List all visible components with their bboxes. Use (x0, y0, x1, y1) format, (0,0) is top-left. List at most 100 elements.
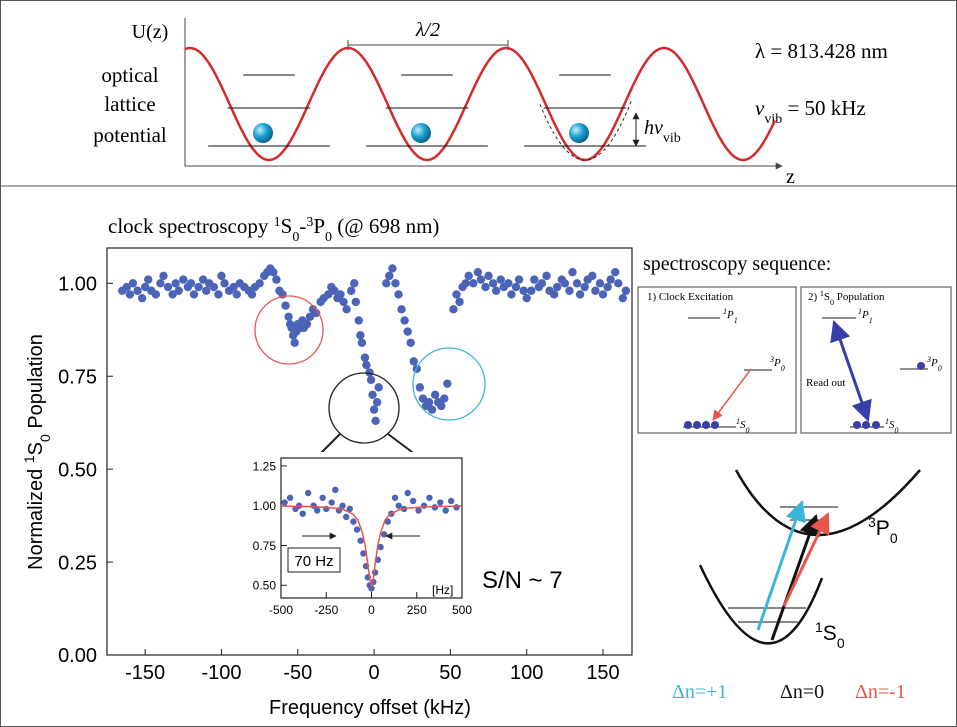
data-point (437, 401, 446, 411)
y-tick-label: 1.00 (58, 274, 97, 296)
data-point (424, 398, 434, 407)
excitation-arrow (712, 368, 752, 421)
data-point (209, 282, 219, 292)
t: S (25, 442, 47, 455)
level-label: 3P0 (926, 355, 942, 373)
level-label: 1S0 (885, 417, 899, 435)
data-point (311, 308, 321, 318)
sup: 1 (858, 307, 862, 316)
t: P (930, 357, 938, 369)
blue-sideband (756, 500, 806, 631)
data-point (443, 379, 452, 388)
data-point (455, 297, 464, 307)
level-label: 1S0 (815, 619, 845, 651)
data-point (404, 489, 411, 497)
t: P (726, 309, 734, 321)
x-tick-label: -50 (283, 662, 312, 684)
y-tick-label: 0.50 (253, 579, 277, 593)
x-tick-label: -500 (269, 603, 293, 617)
y-tick-label: 0.75 (253, 539, 277, 553)
data-point (328, 499, 335, 506)
data-point (473, 267, 483, 277)
t: P (773, 357, 781, 369)
data-point (469, 279, 478, 288)
data-point (618, 293, 628, 303)
data-point (385, 271, 394, 281)
data-point (368, 390, 377, 400)
data-point (415, 507, 422, 514)
sup: 3 (306, 215, 313, 230)
data-point (418, 394, 428, 403)
data-point (151, 290, 161, 299)
level-label: 3P0 (769, 355, 785, 373)
data-point (357, 338, 367, 347)
data-point (394, 290, 403, 299)
t: Normalized (25, 463, 47, 570)
data-point (168, 290, 177, 299)
data-point (481, 282, 490, 292)
sub: 0 (938, 364, 942, 373)
y-tick-label: 0.00 (58, 645, 97, 667)
data-point (595, 279, 605, 288)
z-label: z (786, 166, 795, 188)
h-nu: hν (644, 117, 663, 139)
data-point (409, 497, 417, 505)
data-point (353, 526, 361, 533)
data-point (314, 507, 321, 514)
data-point (380, 531, 388, 538)
data-point (354, 316, 364, 325)
data-point (220, 279, 229, 288)
level-label: 3P0 (868, 514, 898, 546)
inset-background (240, 452, 468, 628)
snr: S/N ~ 7 (482, 567, 563, 594)
t: Population (25, 334, 47, 434)
data-point (603, 282, 612, 292)
step-title: 1) Clock Excitation (647, 291, 734, 303)
u-label: U(z) (132, 21, 169, 43)
data-point (324, 290, 333, 299)
t: clock spectroscopy (108, 214, 274, 238)
data-point (606, 275, 615, 284)
atoms (684, 421, 719, 429)
data-point (449, 305, 458, 314)
x-axis-label: Frequency offset (kHz) (269, 697, 471, 719)
x-tick-label: 50 (439, 662, 461, 684)
panel-label: potential (93, 123, 167, 147)
data-point (366, 375, 376, 385)
readout-arrow (830, 320, 872, 422)
data-point (302, 319, 312, 329)
sub: 0 (895, 426, 899, 435)
data-point (369, 405, 379, 414)
data-point (171, 279, 180, 288)
wavelength: λ = 813.428 nm (755, 39, 888, 63)
step-box (637, 286, 797, 434)
y-tick-label: 0.25 (58, 552, 97, 574)
atom (693, 421, 701, 429)
atom (711, 421, 719, 429)
y-tick-label: 0.50 (58, 459, 97, 481)
data-point (580, 282, 589, 292)
sup: 3 (868, 514, 876, 530)
data-point (125, 290, 135, 299)
sup: 1 (274, 215, 281, 230)
data-point (137, 293, 147, 303)
data-point (299, 510, 306, 517)
sup: 1 (21, 455, 37, 463)
highlight-circle (328, 372, 400, 444)
sideband-label: Δn=+1 (672, 681, 727, 703)
data-point (519, 286, 528, 295)
data-point (527, 286, 536, 295)
data-point (491, 286, 501, 295)
sequence-heading: spectroscopy sequence: (643, 253, 831, 275)
t: S (824, 291, 830, 303)
sideband-diagram: 3P0 1S0 Δn=+1 Δn=0 Δn=-1 (672, 469, 921, 703)
data-point (342, 305, 351, 314)
data-point (588, 271, 597, 281)
sub: 0 (37, 434, 53, 442)
data-point (232, 290, 241, 299)
data-point (202, 286, 211, 295)
step-box (800, 286, 952, 434)
atom (411, 123, 431, 143)
data-point (194, 282, 203, 292)
data-point (400, 316, 409, 325)
